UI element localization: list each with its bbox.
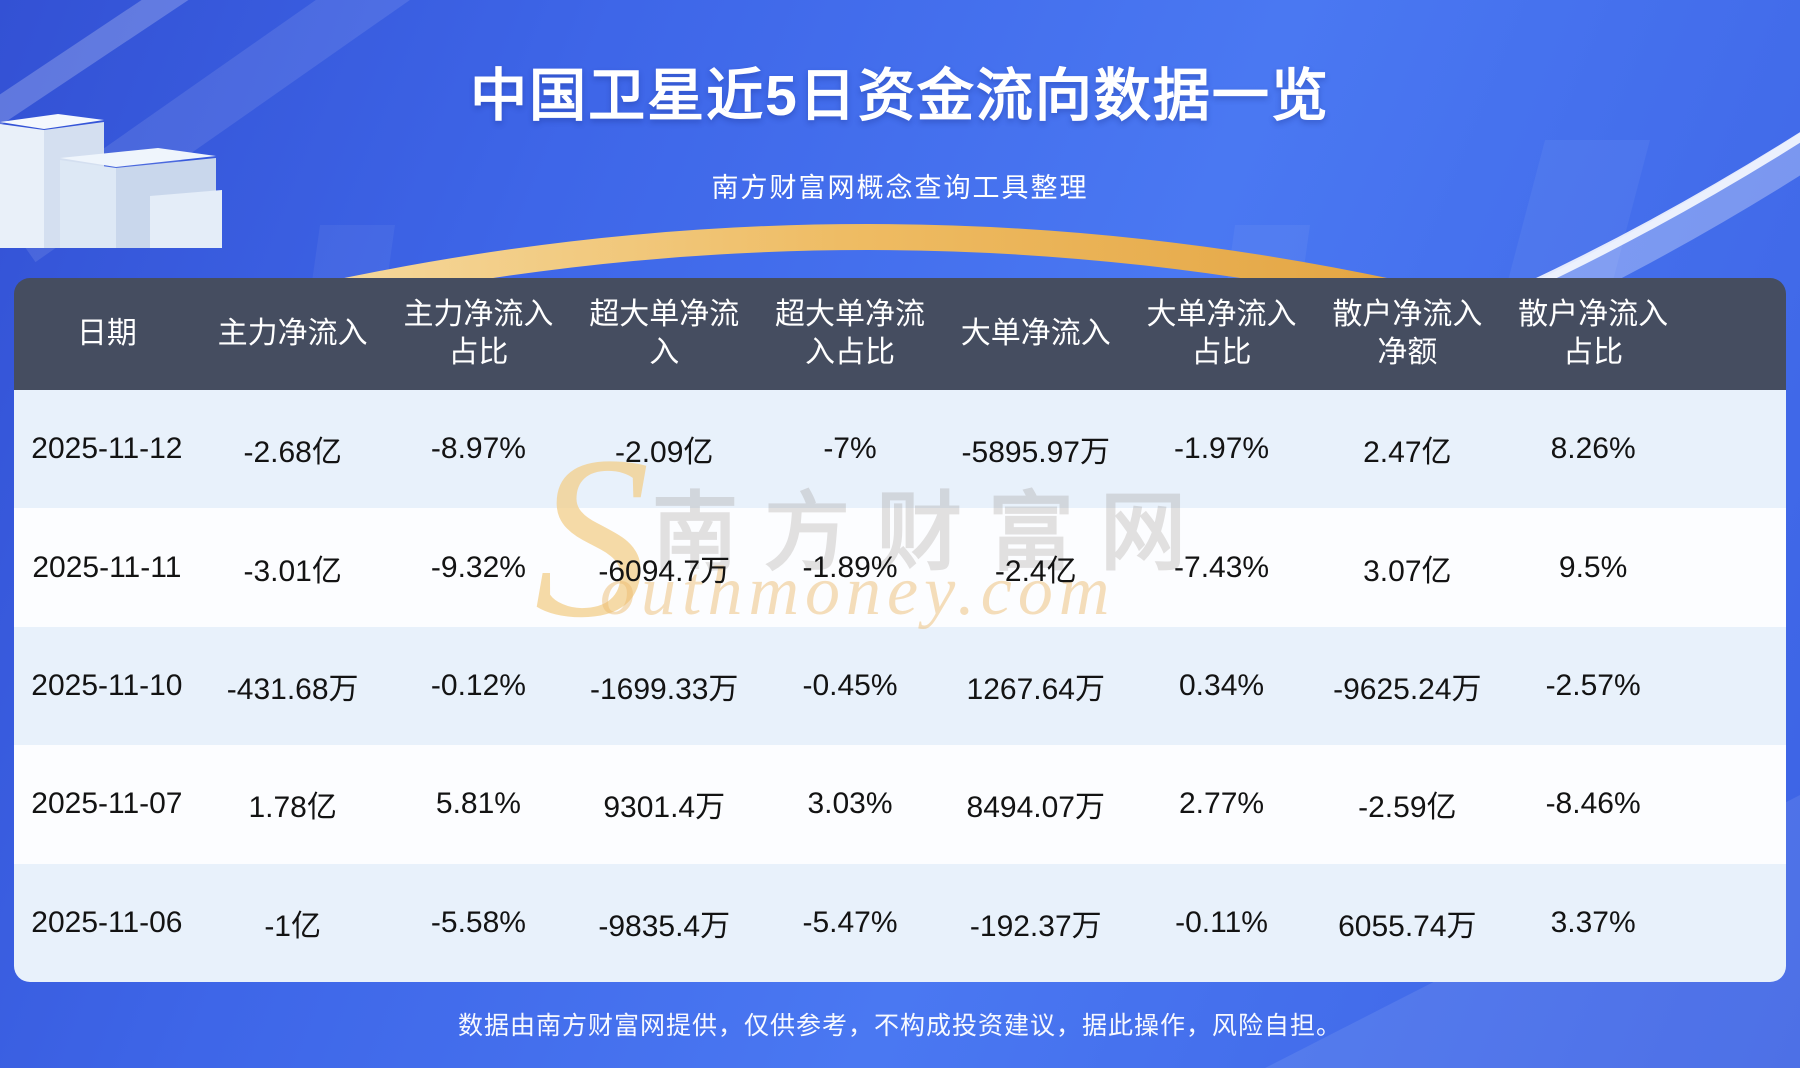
date-cell: 2025-11-06 bbox=[31, 905, 183, 939]
table-row: 2025-11-12 -2.68亿 -8.97% -2.09亿 -7% -5895.97万… bbox=[14, 390, 1786, 509]
value-cell: -9835.4万 bbox=[598, 909, 731, 943]
value-cell: -1.97% bbox=[1174, 432, 1270, 466]
value-cell: 9301.4万 bbox=[603, 791, 726, 825]
table-row: 2025-11-11 -3.01亿 -9.32% -6094.7万 -1.89% -2.4… bbox=[14, 508, 1786, 627]
value-cell: -7.43% bbox=[1174, 550, 1270, 584]
column-header: 散户净流入占比 bbox=[1518, 298, 1669, 369]
value-cell: -8.97% bbox=[430, 432, 526, 466]
value-cell: -7% bbox=[823, 432, 877, 466]
value-cell: -3.01亿 bbox=[243, 554, 342, 588]
value-cell: 2.47亿 bbox=[1363, 436, 1452, 470]
date-cell: 2025-11-11 bbox=[32, 550, 182, 584]
value-cell: -0.45% bbox=[802, 669, 898, 703]
value-cell: -9625.24万 bbox=[1333, 673, 1482, 707]
gold-arc bbox=[248, 224, 1482, 325]
column-header: 超大单净流入占比 bbox=[774, 298, 925, 369]
value-cell: 6055.74万 bbox=[1338, 909, 1477, 943]
value-cell: -2.68亿 bbox=[243, 436, 342, 470]
value-cell: -5.58% bbox=[430, 905, 526, 939]
value-cell: -5.47% bbox=[802, 905, 898, 939]
value-cell: -1亿 bbox=[264, 909, 321, 943]
value-cell: -8.46% bbox=[1545, 787, 1641, 821]
footer-disclaimer: 数据由南方财富网提供，仅供参考，不构成投资建议，据此操作，风险自担。 bbox=[457, 1012, 1342, 1040]
column-header: 主力净流入占比 bbox=[403, 298, 554, 369]
value-cell: -192.37万 bbox=[969, 909, 1102, 943]
value-cell: -431.68万 bbox=[226, 673, 359, 707]
value-cell: -0.12% bbox=[430, 669, 526, 703]
table-row: 2025-11-10 -431.68万 -0.12% -1699.33万 -0.45% 1… bbox=[14, 626, 1786, 746]
table-header-row: 日期 主力净流入 主力净流入占比 超大单净流入 超大单净流入占比 大单净流入 大单净流入占比… bbox=[14, 278, 1786, 390]
column-header: 主力净流入 bbox=[217, 317, 368, 350]
table-row: 2025-11-06 -1亿 -5.58% -9835.4万 -5.47% -192.37… bbox=[14, 863, 1786, 982]
value-cell: 1267.64万 bbox=[966, 673, 1105, 707]
value-cell: 1.78亿 bbox=[248, 791, 337, 825]
value-cell: 2.77% bbox=[1179, 787, 1265, 821]
value-cell: -6094.7万 bbox=[598, 554, 731, 588]
column-header: 散户净流入净额 bbox=[1332, 298, 1483, 369]
page-subtitle: 南方财富网概念查询工具整理 bbox=[711, 173, 1089, 203]
table-row: 2025-11-07 1.78亿 5.81% 9301.4万 3.03% 8494.07万… bbox=[14, 745, 1786, 864]
value-cell: 9.5% bbox=[1558, 550, 1628, 584]
value-cell: 3.03% bbox=[807, 787, 893, 821]
page-title: 中国卫星近5日资金流向数据一览 bbox=[470, 64, 1330, 128]
date-cell: 2025-11-12 bbox=[31, 432, 183, 466]
value-cell: -1699.33万 bbox=[590, 673, 739, 707]
fund-flow-table: 日期 主力净流入 主力净流入占比 超大单净流入 超大单净流入占比 大单净流入 大单净流入占比… bbox=[14, 278, 1786, 982]
column-header: 日期 bbox=[76, 317, 137, 350]
value-cell: -2.09亿 bbox=[615, 436, 714, 470]
table-body: S 南方财富网 outhmoney.com 2025-11-12 -2.68亿 -8… bbox=[14, 390, 1786, 982]
value-cell: 8.26% bbox=[1550, 432, 1636, 466]
column-header: 超大单净流入 bbox=[589, 298, 740, 369]
value-cell: 0.34% bbox=[1179, 669, 1265, 703]
date-cell: 2025-11-07 bbox=[31, 787, 183, 821]
value-cell: 3.37% bbox=[1550, 905, 1636, 939]
value-cell: -2.57% bbox=[1545, 669, 1641, 703]
column-header: 大单净流入占比 bbox=[1146, 298, 1297, 369]
value-cell: -9.32% bbox=[430, 550, 526, 584]
value-cell: -2.59亿 bbox=[1358, 791, 1457, 825]
value-cell: -0.11% bbox=[1175, 905, 1268, 939]
value-cell: -2.4亿 bbox=[994, 554, 1077, 588]
value-cell: -1.89% bbox=[802, 550, 898, 584]
date-cell: 2025-11-10 bbox=[31, 669, 183, 703]
value-cell: -5895.97万 bbox=[961, 436, 1110, 470]
value-cell: 3.07亿 bbox=[1363, 554, 1452, 588]
building-illustration bbox=[0, 114, 222, 248]
column-header: 大单净流入 bbox=[960, 317, 1111, 350]
value-cell: 5.81% bbox=[435, 787, 521, 821]
value-cell: 8494.07万 bbox=[966, 791, 1105, 825]
